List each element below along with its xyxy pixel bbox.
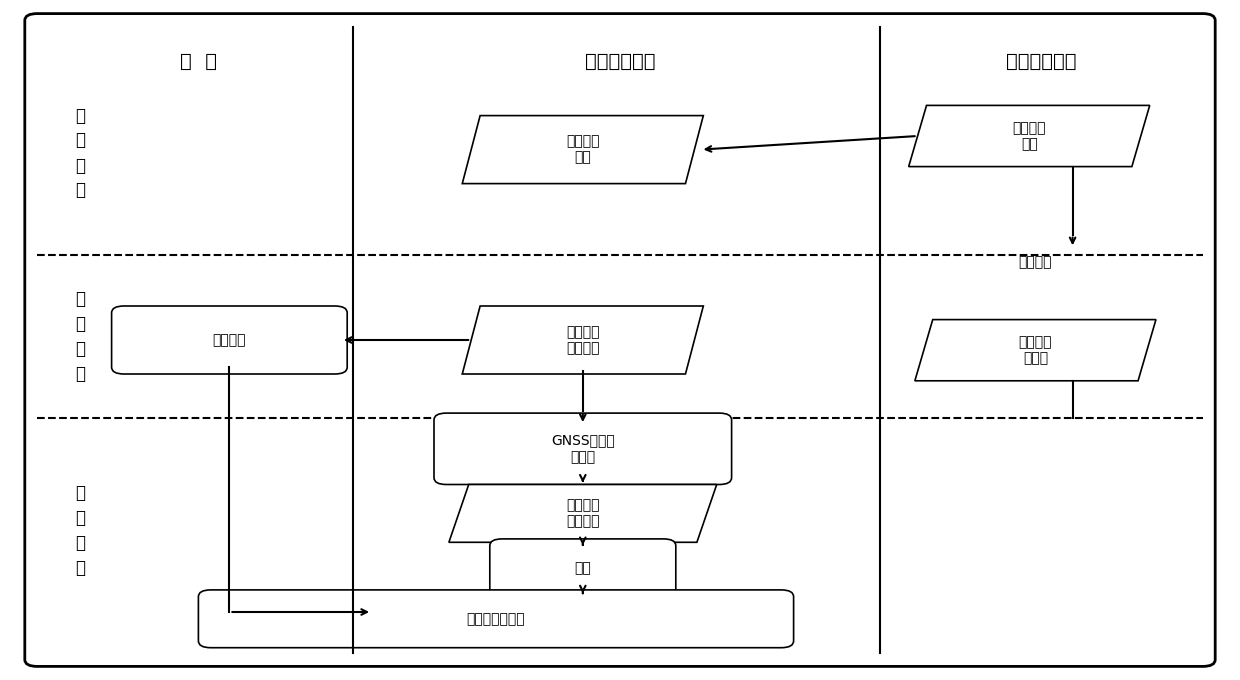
- Polygon shape: [463, 116, 703, 184]
- Text: 精密轨道
数据产品: 精密轨道 数据产品: [565, 498, 600, 528]
- Text: 生成指令: 生成指令: [1018, 255, 1053, 269]
- Text: 发布: 发布: [574, 561, 591, 575]
- Text: 实施观测: 实施观测: [212, 333, 247, 347]
- Polygon shape: [463, 306, 703, 374]
- Text: GNSS数据综
合处理: GNSS数据综 合处理: [551, 434, 615, 464]
- FancyBboxPatch shape: [25, 14, 1215, 666]
- Text: 计
划
阶
段: 计 划 阶 段: [76, 107, 86, 199]
- Text: 处
理
阶
段: 处 理 阶 段: [76, 484, 86, 577]
- FancyBboxPatch shape: [434, 413, 732, 484]
- FancyBboxPatch shape: [112, 306, 347, 374]
- Text: 地面应用系统: 地面应用系统: [585, 52, 655, 71]
- Text: 资源使用
计划: 资源使用 计划: [1012, 121, 1047, 151]
- FancyBboxPatch shape: [198, 590, 794, 647]
- Polygon shape: [449, 484, 717, 543]
- Polygon shape: [909, 105, 1149, 167]
- Text: 测控运控系统: 测控运控系统: [1007, 52, 1076, 71]
- FancyBboxPatch shape: [490, 539, 676, 597]
- Text: 遥测、数
传数据: 遥测、数 传数据: [1018, 335, 1053, 365]
- Text: 应用服务
需求: 应用服务 需求: [565, 135, 600, 165]
- Text: 用  户: 用 户: [180, 52, 217, 71]
- Text: 实
施
阶
段: 实 施 阶 段: [76, 290, 86, 383]
- Text: 标校与鉴定处理: 标校与鉴定处理: [466, 612, 526, 626]
- Text: 预报轨道
数据产品: 预报轨道 数据产品: [565, 325, 600, 355]
- Polygon shape: [915, 320, 1156, 381]
